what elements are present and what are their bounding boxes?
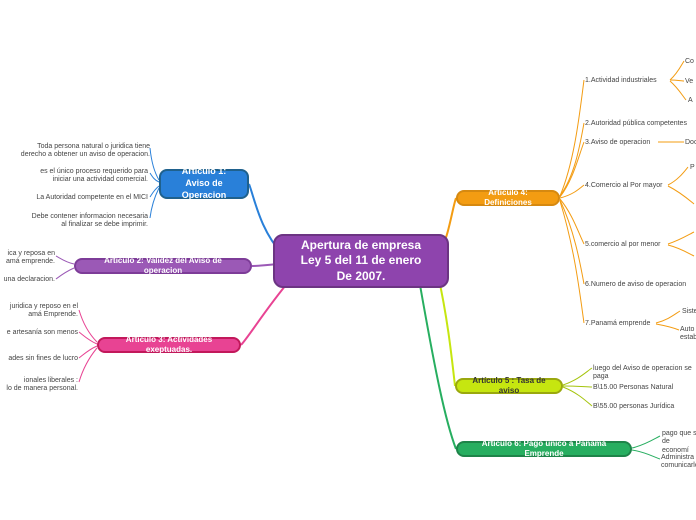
leaf-art4-3: A <box>688 97 696 105</box>
leaf-art4-12: Siste <box>682 308 696 316</box>
leaf-art3-0: juridica y reposo en elamá Emprende. <box>0 303 78 320</box>
leaf-art4-7: 4.Comercio al Por mayor <box>585 182 685 190</box>
branch-art5[interactable]: Artículo 5 : Tasa de aviso <box>455 378 563 394</box>
leaf-art6-1: Administracomunicarlo <box>661 454 696 471</box>
leaf-art3-2: ades sin fines de lucro <box>0 355 78 363</box>
leaf-art5-0: luego del Aviso de operacion se paga <box>593 365 696 382</box>
branch-art1[interactable]: Articulo 1: Aviso deOperacion <box>159 169 249 199</box>
leaf-art5-2: B\55.00 personas Jurídica <box>593 403 693 411</box>
leaf-art5-1: B\15.00 Personas Natural <box>593 384 693 392</box>
leaf-art4-5: 3.Aviso de operacion <box>585 139 675 147</box>
leaf-art4-11: 7.Panamá emprende <box>585 320 675 328</box>
leaf-art6-0: pago que sde economí <box>662 430 696 455</box>
leaf-art1-1: es el único proceso requerido parainicia… <box>28 168 148 185</box>
leaf-art4-2: Ve <box>685 78 696 86</box>
branch-art2[interactable]: Articulo 2: Validez del Aviso de operaci… <box>74 258 252 274</box>
leaf-art4-6: Docu <box>685 139 696 147</box>
branch-art6[interactable]: Artículo 6: Pago único a Panamá Emprende <box>456 441 632 457</box>
leaf-art4-0: 1.Actividad industriales <box>585 77 685 85</box>
leaf-art2-1: una declaracion. <box>0 276 55 284</box>
leaf-art4-1: Co <box>685 58 696 66</box>
leaf-art4-10: 6.Numero de aviso de operacion <box>585 281 696 289</box>
leaf-art2-0: ica y reposa enamá emprende. <box>0 250 55 267</box>
leaf-art4-4: 2.Autoridad pública competentes <box>585 120 696 128</box>
leaf-art4-8: P <box>690 164 696 172</box>
leaf-art1-2: La Autoridad competente en el MICI <box>22 194 148 202</box>
branch-art4[interactable]: Articulo 4: Definiciones <box>456 190 560 206</box>
leaf-art4-13: Autoestab <box>680 326 696 343</box>
leaf-art3-3: ionales liberales :lo de manera personal… <box>0 377 78 394</box>
leaf-art1-0: Toda persona natural o juridica tieneder… <box>10 143 150 160</box>
branch-art3[interactable]: Articulo 3: Actividades exeptuadas. <box>97 337 241 353</box>
leaf-art3-1: e artesanía son menos <box>0 329 78 337</box>
leaf-art1-3: Debe contener informacion necesariaal fi… <box>20 213 148 230</box>
leaf-art4-9: 5.comercio al por menor <box>585 241 685 249</box>
center-node[interactable]: Apertura de empresaLey 5 del 11 de enero… <box>273 234 449 288</box>
